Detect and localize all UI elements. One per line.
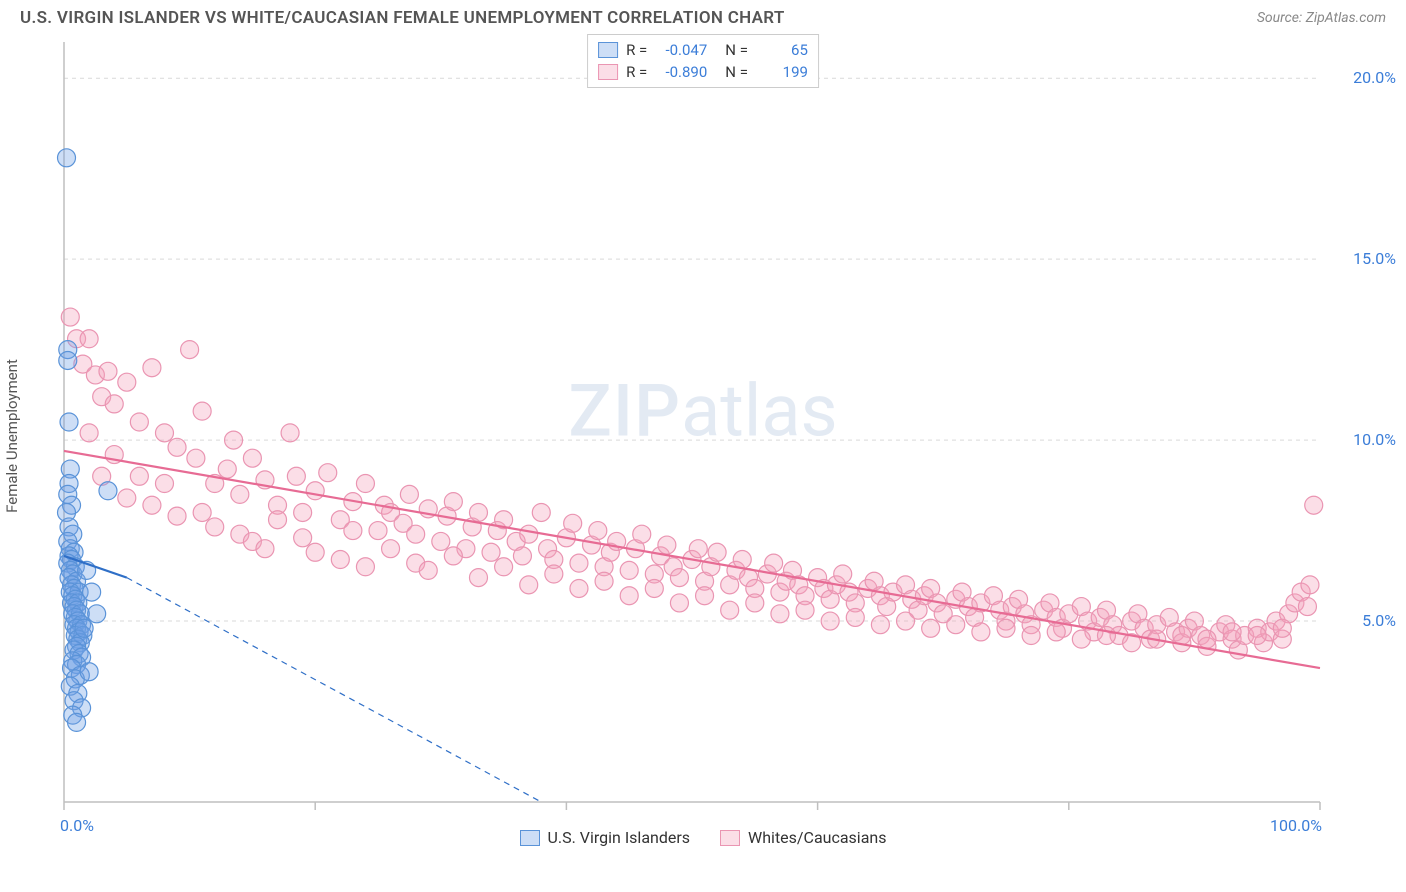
chart-title: U.S. VIRGIN ISLANDER VS WHITE/CAUCASIAN … [20,8,785,28]
series-legend: U.S. Virgin Islanders Whites/Caucasians [0,828,1406,847]
n-label: N = [725,41,748,59]
legend-swatch [598,42,618,58]
stats-legend-row: R = -0.890 N = 199 [598,61,808,83]
y-tick-label: 10.0% [1353,430,1396,449]
scatter-chart [20,32,1360,822]
r-value: -0.890 [655,63,707,81]
y-tick-label: 5.0% [1362,611,1396,630]
chart-container: Female Unemployment ZIPatlas R =-0.047N … [20,32,1386,822]
r-value: -0.047 [655,41,707,59]
n-label: N = [725,63,748,81]
n-value: 65 [756,41,808,59]
x-tick-label: 0.0% [60,816,94,835]
legend-swatch [520,830,540,846]
y-tick-label: 20.0% [1353,68,1396,87]
legend-label: Whites/Caucasians [748,828,886,847]
x-tick-label: 100.0% [1270,816,1322,835]
r-label: R = [626,63,647,81]
y-axis-label: Female Unemployment [3,359,21,513]
legend-swatch [720,830,740,846]
legend-item: U.S. Virgin Islanders [520,828,691,847]
legend-label: U.S. Virgin Islanders [548,828,691,847]
legend-swatch [598,64,618,80]
n-value: 199 [756,63,808,81]
stats-legend: R = -0.047 N = 65 R = -0.890 N = 199 [587,34,819,88]
stats-legend-row: R = -0.047 N = 65 [598,39,808,61]
r-label: R = [626,41,647,59]
y-tick-label: 15.0% [1353,249,1396,268]
source-attribution: Source: ZipAtlas.com [1257,10,1386,26]
legend-item: Whites/Caucasians [720,828,886,847]
